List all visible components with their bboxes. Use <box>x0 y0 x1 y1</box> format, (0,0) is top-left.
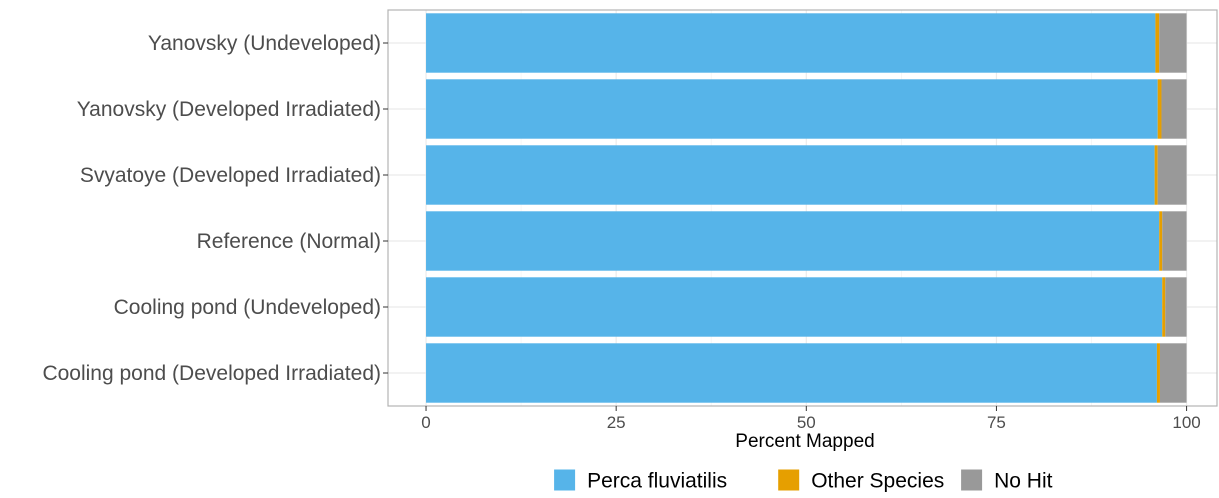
legend-key <box>778 469 800 491</box>
bar-segment <box>1162 211 1187 271</box>
legend-key <box>961 469 983 491</box>
bar-segment <box>1159 13 1187 73</box>
bar-segment <box>1162 277 1166 337</box>
y-tick-label: Yanovsky (Developed Irradiated) <box>77 98 381 121</box>
x-axis-title: Percent Mapped <box>735 431 874 452</box>
legend-label: Other Species <box>811 470 944 493</box>
bar-segment <box>1157 145 1187 205</box>
bar-segment <box>426 211 1160 271</box>
y-tick-label: Reference (Normal) <box>197 230 381 253</box>
bar-segment <box>426 79 1158 139</box>
bar-segment <box>1155 13 1160 73</box>
bar-segment <box>1156 343 1160 403</box>
value-axis: 0 25 50 75 100 <box>421 406 1201 432</box>
legend: Perca fluviatilis Other Species No Hit <box>554 469 1053 493</box>
bar-segment <box>1159 343 1187 403</box>
x-tick-label: 0 <box>421 413 430 432</box>
bar-segment <box>426 277 1163 337</box>
plot-panel-border <box>387 9 1218 407</box>
y-tick-label: Svyatoye (Developed Irradiated) <box>80 164 381 187</box>
x-tick-label: 100 <box>1172 413 1200 432</box>
bar-segment <box>426 145 1155 205</box>
bar-segment <box>1159 211 1163 271</box>
legend-label: Perca fluviatilis <box>587 470 727 493</box>
category-axis: Yanovsky (Undeveloped) Yanovsky (Develope… <box>42 32 388 385</box>
bar-segment <box>1161 79 1187 139</box>
bar-segment <box>1154 145 1158 205</box>
plot-panel-background <box>388 10 1217 406</box>
y-tick-label: Yanovsky (Undeveloped) <box>148 32 381 55</box>
bar-segment <box>426 343 1157 403</box>
x-tick-label: 25 <box>607 413 626 432</box>
bar-segment <box>1157 79 1162 139</box>
x-tick-label: 75 <box>987 413 1006 432</box>
bar-segment <box>426 13 1156 73</box>
y-tick-label: Cooling pond (Undeveloped) <box>114 296 381 319</box>
legend-key <box>554 469 576 491</box>
bars <box>426 13 1187 403</box>
bar-segment <box>1165 277 1187 337</box>
x-tick-label: 50 <box>797 413 816 432</box>
y-tick-label: Cooling pond (Developed Irradiated) <box>42 362 381 385</box>
legend-label: No Hit <box>994 470 1053 493</box>
